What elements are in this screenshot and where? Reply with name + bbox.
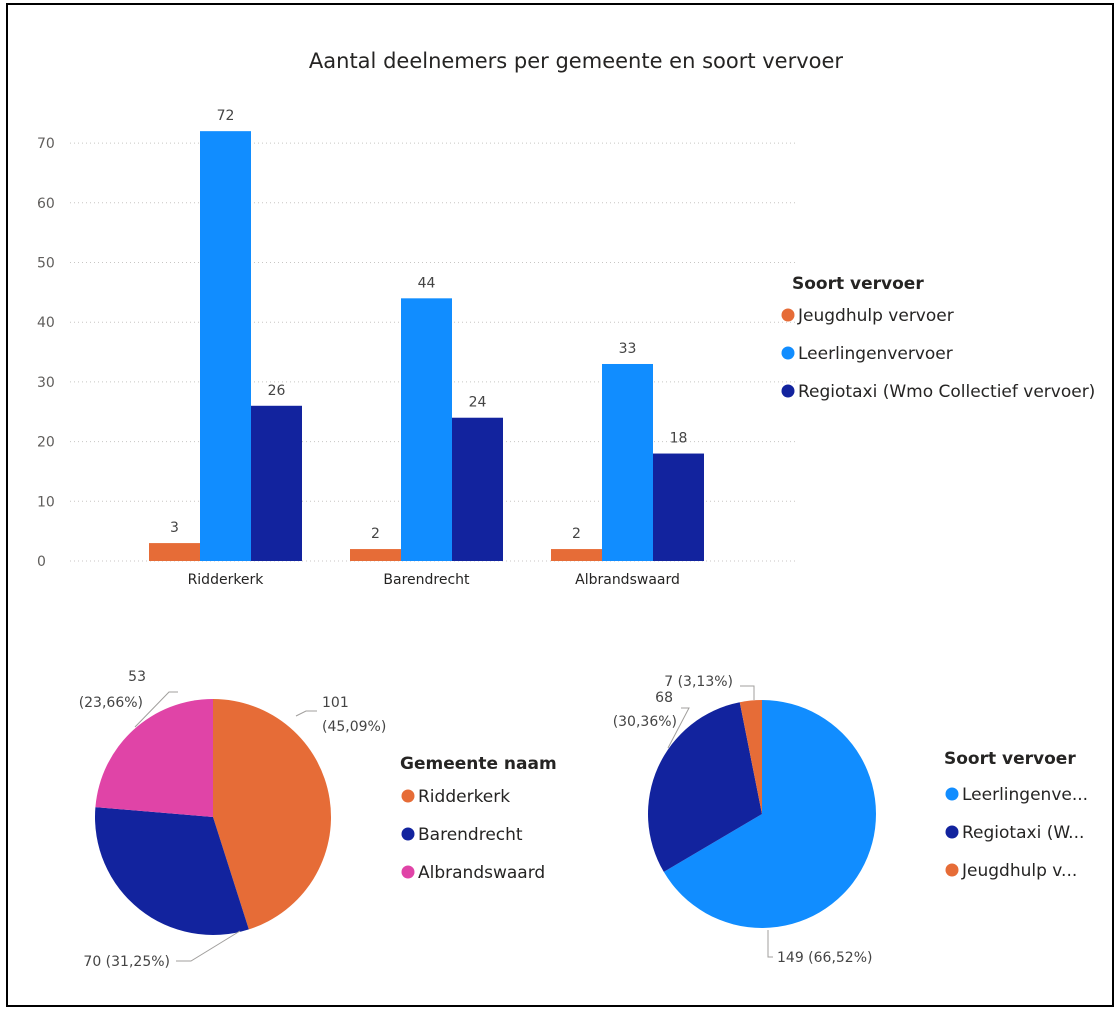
legend-marker <box>401 865 415 879</box>
legend-item[interactable]: Barendrecht <box>418 825 523 845</box>
pie-slices <box>94 699 331 936</box>
legend-item[interactable]: Jeugdhulp vervoer <box>797 306 954 326</box>
legend-item[interactable]: Leerlingenvervoer <box>798 344 953 364</box>
leader-line <box>740 685 755 700</box>
bar-chart-title: Aantal deelnemers per gemeente en soort … <box>309 49 844 73</box>
legend-marker <box>781 308 795 322</box>
bar-data-label: 26 <box>268 383 286 399</box>
bar-chart-x-axis: Ridderkerk Barendrecht Albrandswaard <box>188 572 680 588</box>
pie-data-label: (30,36%) <box>613 714 677 730</box>
pie-data-labels: 101 (45,09%) 70 (31,25%) 53 (23,66%) <box>79 669 387 970</box>
bar-barendrecht-1[interactable] <box>401 298 452 561</box>
bar-barendrecht-2[interactable] <box>452 417 503 561</box>
pie-data-labels: 149 (66,52%) 68 (30,36%) 7 (3,13%) <box>613 674 873 966</box>
pie-legend: Gemeente naam Ridderkerk Barendrecht Albra… <box>400 754 557 883</box>
pie-data-label: 7 (3,13%) <box>664 674 733 690</box>
legend-marker <box>945 787 959 801</box>
legend-marker <box>401 789 415 803</box>
bar-data-label: 33 <box>619 341 637 357</box>
y-tick-label: 30 <box>37 375 55 391</box>
pie-slice-ridderkerk[interactable] <box>213 699 331 930</box>
pie-slices <box>648 700 876 928</box>
pie-slice-regiotaxi-wmo-collectief-vervoer-[interactable] <box>648 702 762 872</box>
pie-slice-barendrecht[interactable] <box>94 807 249 936</box>
bar-albrandswaard-0[interactable] <box>551 549 602 561</box>
leader-line <box>295 710 317 717</box>
pie-data-label: 53 <box>128 669 146 685</box>
legend-item[interactable]: Regiotaxi (W... <box>962 823 1084 843</box>
leader-line <box>176 930 241 962</box>
y-tick-label: 70 <box>37 136 55 152</box>
bar-ridderkerk-2[interactable] <box>251 405 302 561</box>
bar-barendrecht-0[interactable] <box>350 549 401 561</box>
bar-ridderkerk-1[interactable] <box>200 131 251 561</box>
legend-item[interactable]: Ridderkerk <box>418 787 510 807</box>
bar-chart-y-axis: 0 10 20 30 40 50 60 70 <box>37 136 55 570</box>
legend-marker <box>781 346 795 360</box>
y-tick-label: 20 <box>37 435 55 451</box>
bar-chart-legend: Soort vervoer Jeugdhulp vervoer Leerlinge… <box>781 274 1095 402</box>
bar-data-label: 44 <box>418 275 436 291</box>
legend-marker <box>401 827 415 841</box>
pie-data-label: 149 (66,52%) <box>777 950 872 966</box>
legend-marker <box>781 384 795 398</box>
leader-line <box>134 691 178 728</box>
pie-slice-leerlingenvervoer[interactable] <box>663 700 876 928</box>
pie-chart-soort-vervoer: 149 (66,52%) 68 (30,36%) 7 (3,13%) Soort ve… <box>613 674 1088 966</box>
legend-item[interactable]: Leerlingenve... <box>962 785 1088 805</box>
y-tick-label: 60 <box>37 196 55 212</box>
bar-albrandswaard-2[interactable] <box>653 453 704 561</box>
y-tick-label: 40 <box>37 315 55 331</box>
legend-title: Gemeente naam <box>400 754 557 774</box>
bar-chart-bars <box>149 131 704 561</box>
legend-item[interactable]: Jeugdhulp v... <box>961 861 1077 881</box>
leader-line <box>767 930 773 958</box>
pie-data-label: (23,66%) <box>79 695 143 711</box>
legend-title: Soort vervoer <box>944 749 1076 769</box>
bar-data-label: 3 <box>170 520 179 536</box>
bar-chart-data-labels: 3 72 26 2 44 24 2 33 18 <box>170 108 687 542</box>
pie-slice-jeugdhulp-vervoer[interactable] <box>739 700 762 814</box>
legend-marker <box>945 863 959 877</box>
y-tick-label: 0 <box>37 554 46 570</box>
legend-marker <box>945 825 959 839</box>
x-category-label: Ridderkerk <box>188 572 265 588</box>
y-tick-label: 50 <box>37 256 55 272</box>
leader-line <box>667 707 690 749</box>
bar-data-label: 18 <box>670 431 688 447</box>
legend-item[interactable]: Albrandswaard <box>418 863 545 883</box>
x-category-label: Albrandswaard <box>575 572 680 588</box>
bar-data-label: 2 <box>371 526 380 542</box>
legend-item[interactable]: Regiotaxi (Wmo Collectief vervoer) <box>798 382 1095 402</box>
pie-data-label: 68 <box>655 690 673 706</box>
pie-data-label: 101 <box>322 695 349 711</box>
bar-data-label: 72 <box>217 108 235 124</box>
y-tick-label: 10 <box>37 494 55 510</box>
bar-data-label: 2 <box>572 526 581 542</box>
bar-data-label: 24 <box>469 395 487 411</box>
pie-slice-albrandswaard[interactable] <box>95 699 213 817</box>
pie-data-label: (45,09%) <box>322 719 386 735</box>
pie-data-label: 70 (31,25%) <box>83 954 170 970</box>
pie-chart-gemeente: 101 (45,09%) 70 (31,25%) 53 (23,66%) Gemeent… <box>79 669 557 970</box>
bar-ridderkerk-0[interactable] <box>149 543 200 561</box>
bar-albrandswaard-1[interactable] <box>602 363 653 561</box>
x-category-label: Barendrecht <box>383 572 470 588</box>
bar-chart: Aantal deelnemers per gemeente en soort … <box>37 49 1095 588</box>
legend-title: Soort vervoer <box>792 274 924 294</box>
pie-legend: Soort vervoer Leerlingenve... Regiotaxi (… <box>944 749 1088 881</box>
